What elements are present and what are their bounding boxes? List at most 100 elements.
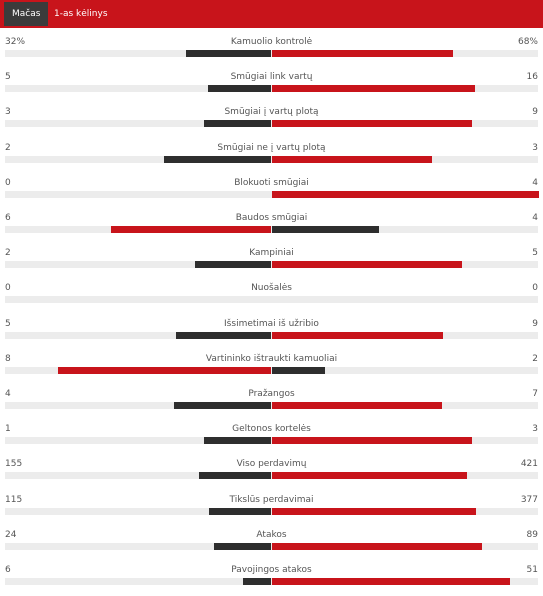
away-value: 5 [532,248,538,259]
away-value: 3 [532,424,538,435]
home-value: 24 [5,529,17,540]
home-value: 6 [5,565,11,575]
tab-bar: Mačas 1-as kėlinys [0,0,543,28]
home-value: 2 [5,248,11,259]
home-bar [242,578,271,585]
stat-row: 115 Tikslūs perdavimai 377 [0,491,543,526]
home-bar [214,542,271,550]
stat-name: Pražangos [248,389,295,399]
stat-row: 24 Atakos 89 [0,526,543,561]
bar-track [5,331,538,339]
away-value: 2 [532,353,538,364]
bar-track [5,190,538,198]
tab[interactable]: Mačas [4,2,49,26]
stat-row: 6 Pavojingos atakos 51 [0,561,543,596]
home-value: 4 [5,389,11,399]
home-bar [175,331,271,339]
home-value: 0 [5,177,11,188]
away-value: 51 [526,565,538,575]
home-bar [174,402,271,409]
away-bar [272,120,472,128]
stat-name: Smūgiai link vartų [230,72,313,83]
away-bar [272,402,442,409]
tab[interactable]: 1-as kėlinys [54,9,108,19]
stat-name: Blokuoti smūgiai [234,177,309,188]
away-bar [272,190,539,198]
stat-row: 5 Išsimetimai iš užribio 9 [0,315,543,350]
bar-track [5,226,538,233]
away-bar [272,366,326,374]
stat-name: Išsimetimai iš užribio [224,318,319,329]
stat-row: 0 Nuošalės 0 [0,279,543,314]
stat-name: Viso perdavimų [236,459,307,470]
stat-row: 8 Vartininko ištraukti kamuoliai 2 [0,350,543,385]
home-bar [57,366,271,374]
stat-name: Smūgiai ne į vartų plotą [217,142,326,153]
stat-row: 2 Kampiniai 5 [0,244,543,279]
away-bar [272,507,477,515]
stat-row: 5 Smūgiai link vartų 16 [0,68,543,103]
stat-name: Pavojingos atakos [231,565,312,575]
home-bar [194,261,271,269]
bar-track [5,366,538,374]
home-value: 32% [5,37,26,47]
away-value: 9 [532,107,538,118]
stat-name: Vartininko ištraukti kamuoliai [205,353,338,364]
stat-name: Atakos [256,529,287,540]
home-value: 8 [5,353,11,364]
bar-track [5,296,538,304]
away-bar [272,578,511,585]
bar-track [5,261,538,269]
stat-name: Kampiniai [249,248,294,259]
away-bar [272,155,432,163]
home-value: 0 [5,283,11,294]
stat-row: 3 Smūgiai į vartų plotą 9 [0,103,543,138]
stat-row: 32% Kamuolio kontrolė 68% [0,33,543,68]
stat-row: 6 Baudos smūgiai 4 [0,209,543,244]
stat-row: 4 Pražangos 7 [0,385,543,420]
away-value: 421 [520,459,538,470]
away-value: 3 [532,142,538,153]
home-bar [204,437,271,445]
stat-name: Smūgiai į vartų plotą [224,107,319,118]
away-bar [272,226,379,233]
away-value: 68% [517,37,538,47]
away-bar [272,542,482,550]
home-value: 115 [5,494,23,505]
bar-track [5,120,538,128]
away-value: 377 [520,494,538,505]
home-bar [164,155,271,163]
home-bar [185,50,271,57]
home-bar [207,85,271,93]
stat-name: Nuošalės [251,283,292,294]
away-value: 7 [532,389,538,399]
bar-track [5,507,538,515]
home-bar [204,120,271,128]
stat-row: 155 Viso perdavimų 421 [0,455,543,490]
home-bar [208,507,271,515]
away-bar [272,85,476,93]
home-value: 5 [5,318,11,329]
home-value: 3 [5,107,11,118]
stat-row: 2 Smūgiai ne į vartų plotą 3 [0,139,543,174]
home-bar [111,226,271,233]
home-value: 155 [5,459,23,470]
bar-track [5,50,538,57]
home-value: 2 [5,142,11,153]
home-value: 6 [5,213,11,223]
home-bar [199,472,271,480]
away-value: 9 [532,318,538,329]
stat-name: Kamuolio kontrolė [230,37,313,47]
bar-track [5,437,538,445]
away-value: 89 [526,529,538,540]
away-bar [272,331,444,339]
bar-track [5,402,538,409]
away-value: 4 [532,177,538,188]
bar-track [5,472,538,480]
bar-track [5,578,538,585]
stat-row: 1 Geltonos kortelės 3 [0,420,543,455]
bar-track [5,542,538,550]
away-bar [272,472,467,480]
home-value: 1 [5,424,11,435]
